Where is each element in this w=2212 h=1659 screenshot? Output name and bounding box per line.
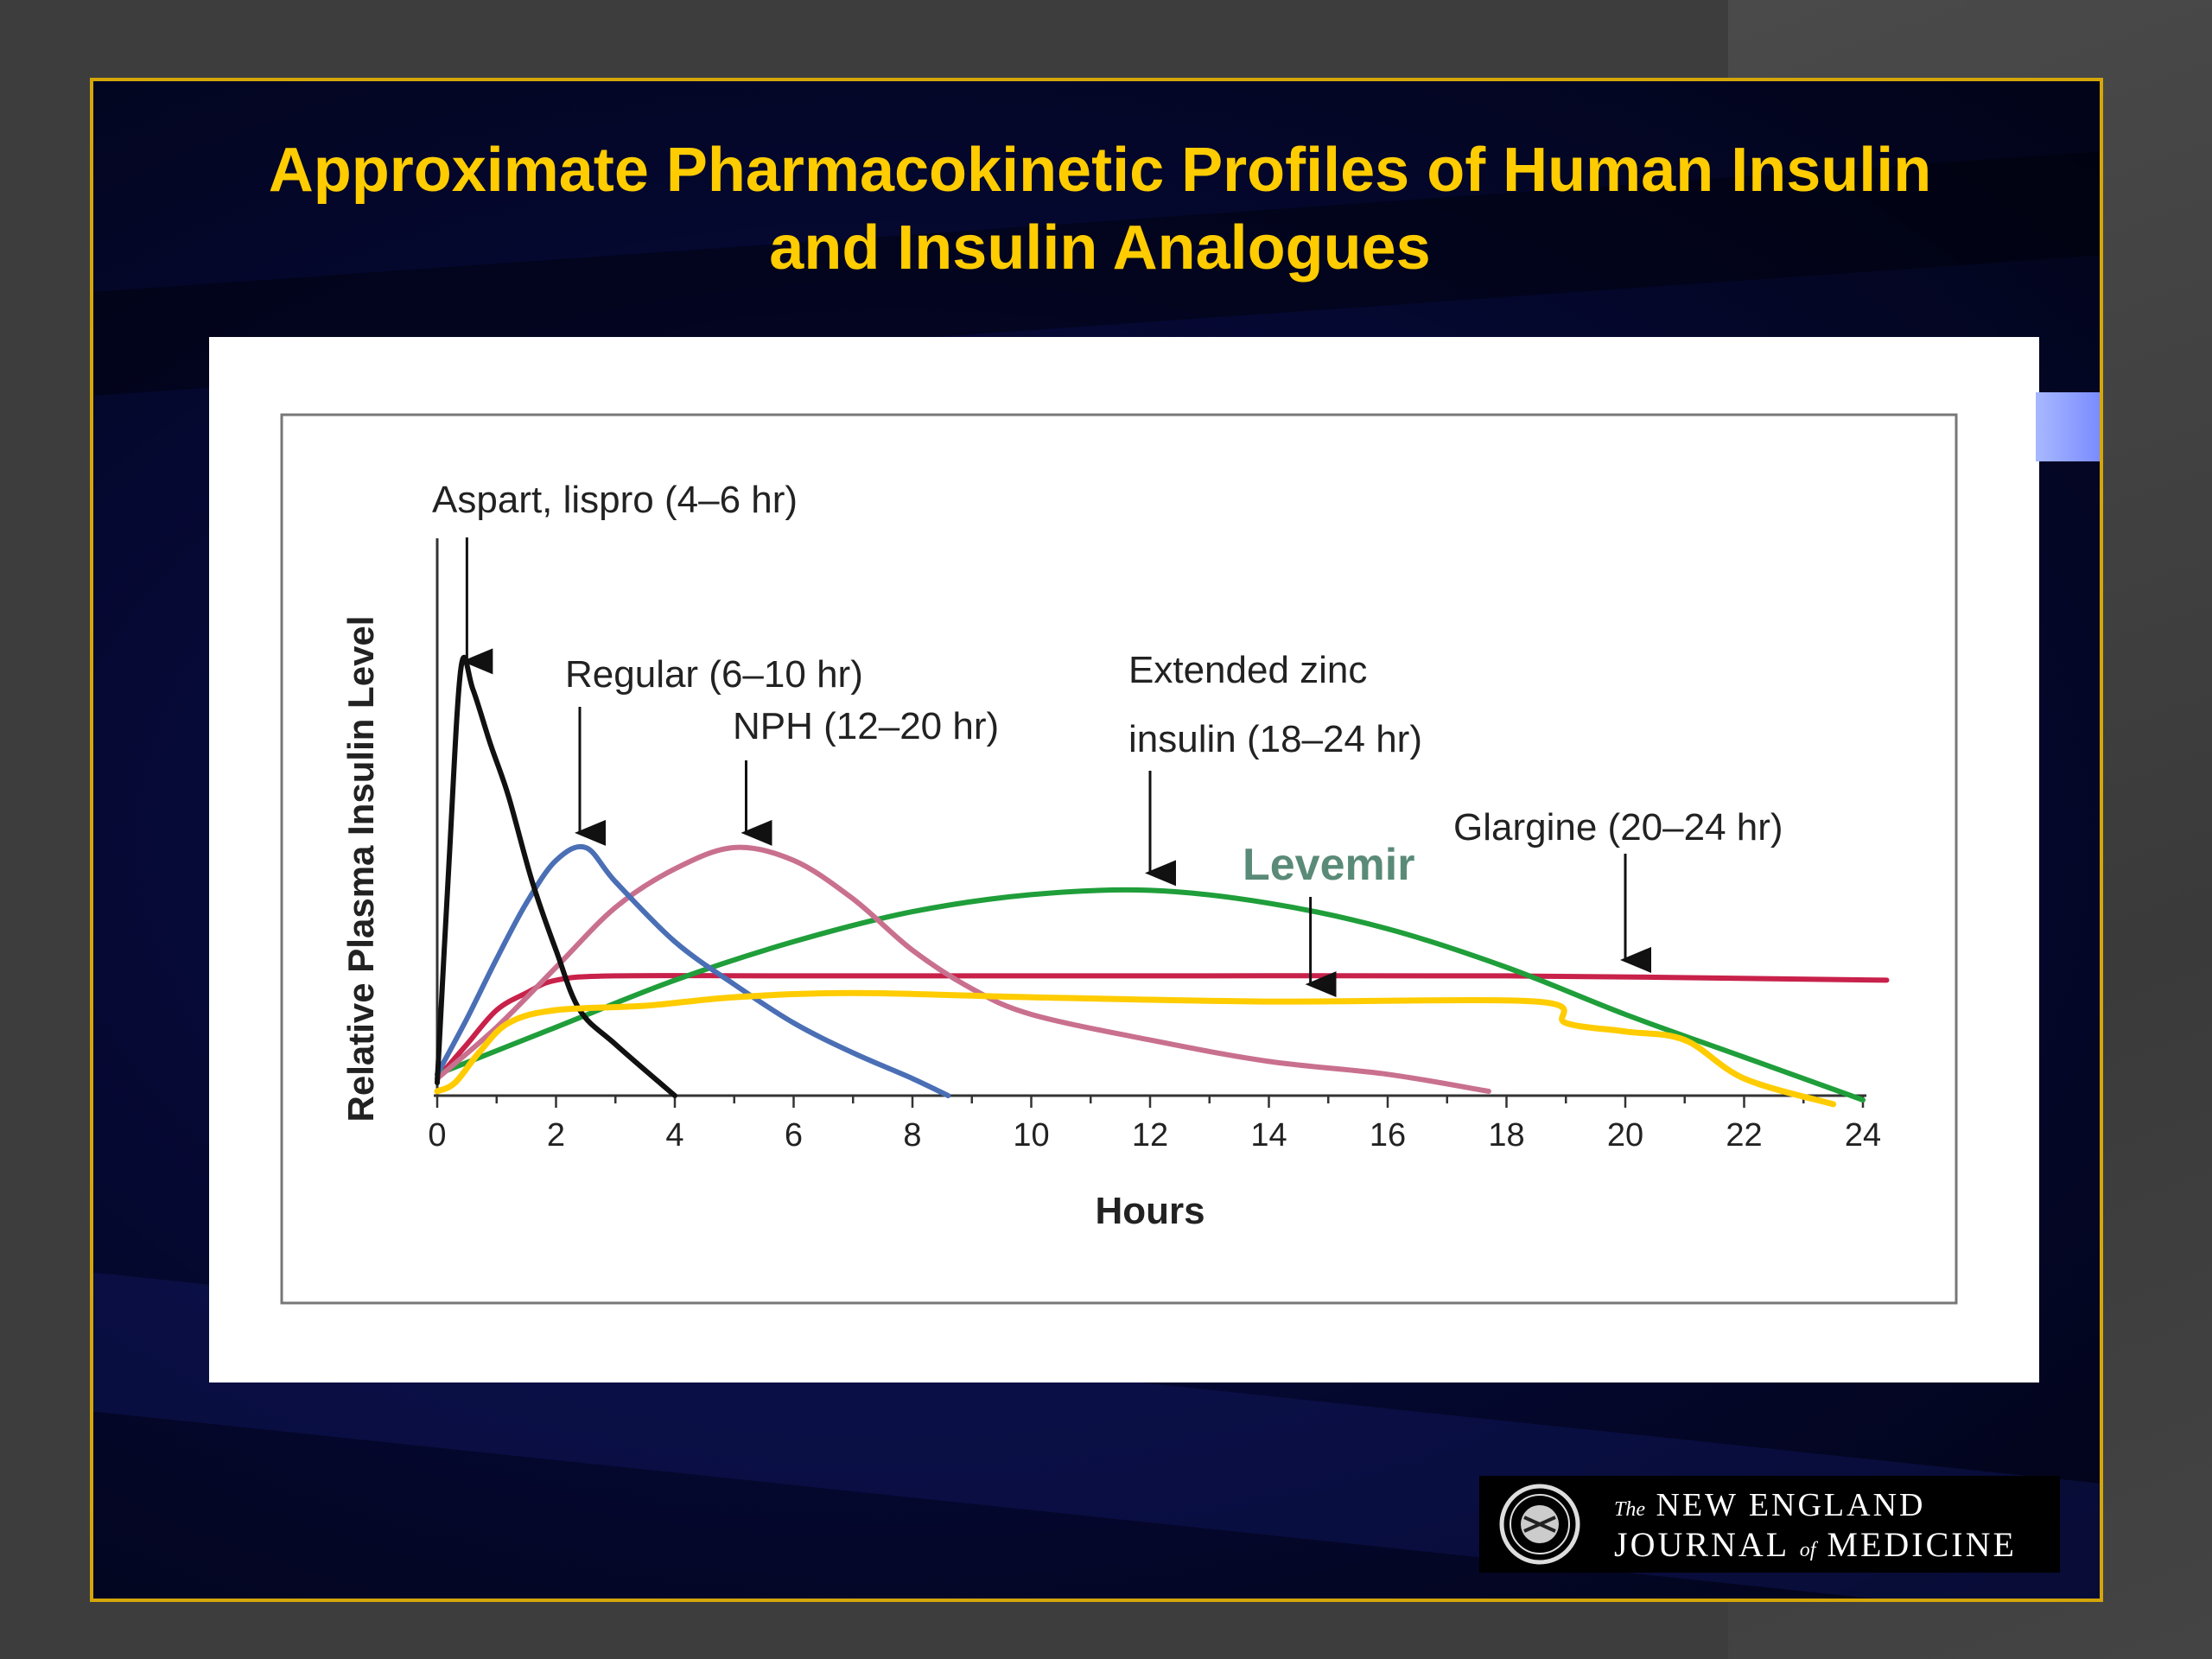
x-tick-label: 8	[903, 1117, 921, 1154]
x-axis-label: Hours	[1095, 1190, 1205, 1232]
slide-title: Approximate Pharmacokinetic Profiles of …	[128, 131, 2072, 287]
x-tick-label: 2	[547, 1117, 565, 1154]
chart-card: 0 2 4 6 8 10 12 14 16 18 20 22 24 Hours Relative Plasm…	[209, 337, 2039, 1382]
x-tick-label: 10	[1013, 1117, 1049, 1154]
logo-of: of	[1799, 1539, 1816, 1561]
x-tick-label: 24	[1845, 1117, 1881, 1154]
logo-new-england: NEW ENGLAND	[1656, 1487, 1926, 1523]
x-tick-label: 0	[428, 1117, 446, 1154]
x-tick-label: 22	[1726, 1117, 1762, 1154]
side-tab	[2036, 392, 2100, 461]
x-tick-label: 20	[1607, 1117, 1643, 1154]
x-tick-label: 18	[1488, 1117, 1524, 1154]
series-line-regular-6-10-hr	[435, 843, 951, 1098]
annotation-label: Glargine (20–24 hr)	[1453, 806, 1783, 849]
title-line-1: Approximate Pharmacokinetic Profiles of …	[268, 136, 1932, 205]
series-line-extended-zinc-insulin-18-24-hr	[435, 887, 1866, 1103]
series-line-nph-12-20-hr	[435, 844, 1491, 1094]
plot-frame	[280, 413, 1958, 1305]
series-line-glargine-20-24-hr	[435, 973, 1890, 1082]
x-tick-label: 6	[785, 1117, 803, 1154]
annotation-label: Levemir	[1243, 840, 1414, 890]
annotation-label: NPH (12–20 hr)	[733, 705, 999, 747]
annotation-label: Regular (6–10 hr)	[565, 653, 863, 696]
annotation-label: insulin (18–24 hr)	[1128, 718, 1422, 760]
nejm-logo: The NEW ENGLAND JOURNAL of MEDICINE	[1479, 1476, 2060, 1573]
x-tick-label: 12	[1132, 1117, 1168, 1154]
x-tick-label: 4	[665, 1117, 683, 1154]
title-line-2: and Insulin Analogues	[769, 213, 1431, 283]
logo-the: The	[1614, 1498, 1645, 1521]
x-tick-label: 14	[1250, 1117, 1287, 1154]
logo-line-1: The NEW ENGLAND	[1614, 1486, 1925, 1524]
logo-line-2: JOURNAL of MEDICINE	[1614, 1524, 2017, 1565]
annotation-label: Aspart, lispro (4–6 hr)	[432, 479, 798, 521]
annotation-label: Extended zinc	[1128, 649, 1367, 691]
x-tick-label: 16	[1370, 1117, 1406, 1154]
y-axis-label: Relative Plasma Insulin Level	[340, 616, 381, 1122]
logo-medicine: MEDICINE	[1827, 1525, 2017, 1564]
nejm-seal-icon	[1499, 1484, 1580, 1565]
slide-panel: Approximate Pharmacokinetic Profiles of …	[90, 78, 2103, 1602]
series-line-levemir	[434, 989, 1837, 1108]
logo-journal: JOURNAL	[1614, 1525, 1789, 1564]
